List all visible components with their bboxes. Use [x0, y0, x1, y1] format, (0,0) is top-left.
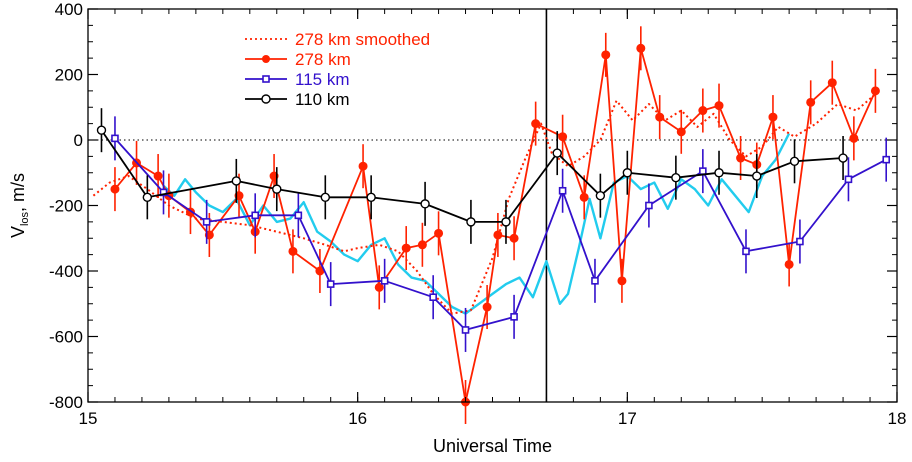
- series-115-km-point: [326, 280, 335, 288]
- x-tick-label: 17: [618, 409, 637, 428]
- legend-marker: [262, 55, 270, 63]
- legend-marker: [261, 94, 271, 104]
- series-278-km-point: [827, 78, 837, 88]
- series-278-km-point: [358, 161, 368, 171]
- series-115-km-point: [645, 201, 653, 210]
- series-278-km-point: [531, 119, 541, 129]
- series-115-km-point: [159, 188, 168, 197]
- series-115-km-point: [429, 293, 437, 302]
- series-278-km-point: [617, 276, 627, 286]
- series-278-km-point: [870, 86, 880, 96]
- x-tick-label: 18: [888, 409, 907, 428]
- series-110-km-point: [501, 217, 511, 227]
- series-278-km-point: [784, 259, 794, 269]
- y-tick-label: 400: [55, 0, 83, 19]
- series-278-km-point: [417, 240, 427, 250]
- series-115-km-point: [699, 167, 707, 175]
- series-278-km-point: [558, 132, 568, 142]
- y-tick-label: 200: [55, 66, 83, 85]
- series-110-km-point: [552, 148, 562, 158]
- series-110-km-point: [420, 199, 430, 209]
- series-110-km-point: [752, 171, 762, 181]
- series-278-km-point: [401, 243, 411, 253]
- series-278-km-point: [374, 282, 384, 292]
- series-278-km-point: [849, 133, 859, 143]
- series-110-km-point: [366, 192, 376, 203]
- legend-label: 278 km smoothed: [295, 30, 430, 49]
- series-110-km-point: [714, 168, 724, 178]
- series-278-km-point: [110, 184, 120, 194]
- series-110-km-point: [142, 192, 153, 203]
- series-278-km-point: [714, 101, 724, 111]
- series-278-km-point: [153, 171, 163, 181]
- series-278-km-point: [768, 112, 778, 122]
- series-115-km-point: [796, 237, 804, 246]
- series-278-km-point: [736, 153, 746, 163]
- x-axis-title: Universal Time: [433, 436, 552, 456]
- legend-marker: [262, 75, 270, 83]
- y-tick-label: -800: [49, 393, 83, 412]
- series-115-km-line: [114, 137, 887, 331]
- legend-label: 110 km: [295, 90, 350, 109]
- x-tick-label: 16: [348, 409, 367, 428]
- x-tick-label: 15: [79, 409, 98, 428]
- y-tick-label: -600: [49, 328, 83, 347]
- series-278-km-line: [114, 47, 877, 403]
- series-278-km-point: [676, 127, 686, 137]
- y-tick-label: -200: [49, 197, 83, 216]
- plot-layer: [88, 9, 897, 424]
- series-115-km-point: [380, 277, 389, 285]
- series-278-km-point: [288, 246, 298, 256]
- series-115-km-point: [882, 155, 891, 164]
- series-110-km-point: [838, 153, 848, 163]
- series-278-km-point: [698, 106, 708, 116]
- y-axis-title-sub: los: [19, 211, 31, 226]
- series-115-km-point: [111, 134, 119, 143]
- series-278-km-point: [579, 192, 589, 202]
- y-axis-title-rest: , m/s: [8, 173, 28, 212]
- legend-label: 115 km: [295, 70, 350, 89]
- y-tick-label: -400: [49, 262, 83, 281]
- series-110-km-point: [622, 168, 633, 178]
- series-110-km-point: [320, 192, 331, 203]
- series-278-km-point: [655, 112, 665, 122]
- series-115-km-point: [202, 218, 211, 226]
- series-110-km-point: [96, 125, 107, 135]
- series-110-km-point: [789, 156, 800, 166]
- series-278-km-point: [434, 228, 444, 238]
- y-axis-title-main: V: [8, 226, 28, 238]
- series-115-km-point: [251, 211, 259, 220]
- series-115-km-point: [461, 326, 470, 334]
- series-278-km-point: [806, 97, 816, 107]
- series-115-km-point: [294, 211, 303, 220]
- series-115-km-point: [844, 175, 853, 184]
- series-278-km-point: [601, 50, 611, 60]
- axes-layer: 15 16 17 18 -800 -600 -400 -200 0 200 400: [49, 0, 906, 428]
- series-115-km-point: [591, 277, 599, 285]
- series-115-km-point: [510, 313, 518, 321]
- series-115-km-point: [558, 186, 567, 195]
- series-278-km-point: [509, 233, 519, 243]
- series-110-km-point: [671, 172, 681, 183]
- y-tick-label: 0: [74, 131, 83, 150]
- y-axis-title: Vlos, m/s: [8, 173, 31, 238]
- series-278-km-smoothed-line: [92, 93, 877, 315]
- series-110-km-point: [231, 176, 242, 186]
- series-278-km-point: [636, 43, 646, 53]
- series-110-km-point: [272, 184, 282, 194]
- series-278-km-point: [482, 302, 492, 312]
- series-110-km-point: [595, 190, 606, 201]
- series-110-km-point: [466, 217, 476, 227]
- legend-label: 278 km: [295, 50, 351, 69]
- series-115-km-point: [742, 247, 750, 256]
- series-278-km-point: [493, 230, 503, 240]
